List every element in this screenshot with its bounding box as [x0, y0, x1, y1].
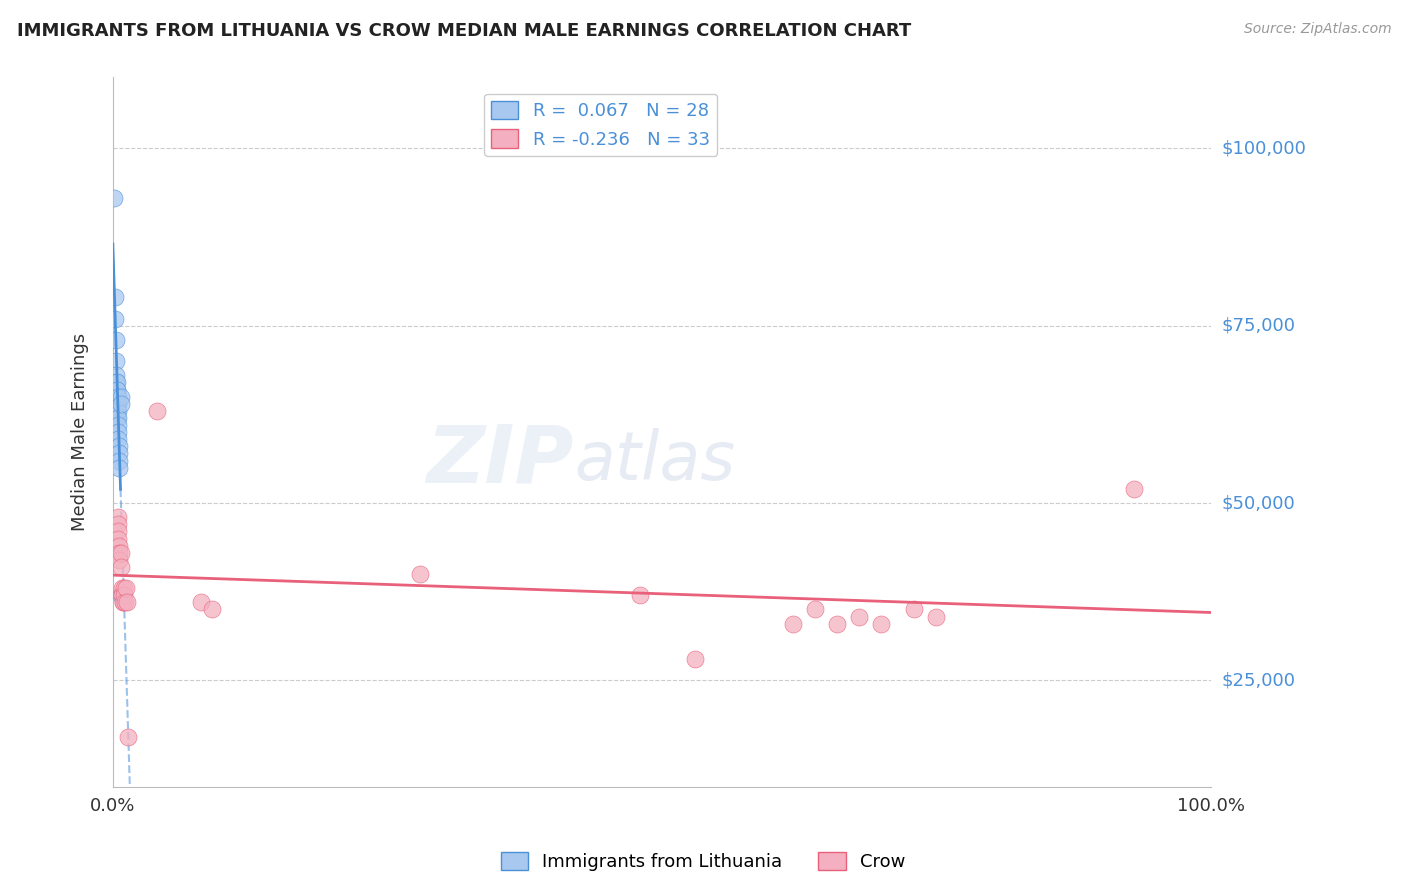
Point [110, 546, 132, 560]
Point [108, 446, 131, 460]
Point [903, 602, 925, 616]
Point [107, 524, 129, 539]
Point [804, 602, 827, 616]
Y-axis label: Median Male Earnings: Median Male Earnings [72, 333, 89, 532]
Text: $50,000: $50,000 [1222, 494, 1295, 512]
Point [112, 588, 135, 602]
Point [110, 560, 132, 574]
Text: atlas: atlas [574, 427, 735, 493]
Text: ZIP: ZIP [426, 422, 574, 500]
Text: $100,000: $100,000 [1222, 139, 1306, 157]
Point [103, 191, 125, 205]
Point [201, 602, 224, 616]
Point [105, 383, 128, 397]
Point [105, 383, 128, 397]
Point [848, 609, 870, 624]
Point [105, 376, 128, 390]
Point [107, 432, 129, 446]
Point [145, 404, 167, 418]
Point [112, 581, 135, 595]
Point [107, 418, 129, 433]
Point [104, 290, 127, 304]
Point [628, 588, 651, 602]
Text: $25,000: $25,000 [1222, 672, 1296, 690]
Point [108, 439, 131, 453]
Point [683, 652, 706, 666]
Point [105, 368, 128, 383]
Text: IMMIGRANTS FROM LITHUANIA VS CROW MEDIAN MALE EARNINGS CORRELATION CHART: IMMIGRANTS FROM LITHUANIA VS CROW MEDIAN… [17, 22, 911, 40]
Point [104, 311, 127, 326]
Point [108, 460, 131, 475]
Point [107, 411, 129, 425]
Point [111, 581, 134, 595]
Point [107, 425, 129, 439]
Point [105, 354, 128, 368]
Point [107, 404, 129, 418]
Point [111, 595, 134, 609]
Point [105, 376, 128, 390]
Point [107, 390, 129, 404]
Text: Source: ZipAtlas.com: Source: ZipAtlas.com [1244, 22, 1392, 37]
Legend: Immigrants from Lithuania, Crow: Immigrants from Lithuania, Crow [494, 845, 912, 879]
Legend: R =  0.067   N = 28, R = -0.236   N = 33: R = 0.067 N = 28, R = -0.236 N = 33 [484, 94, 717, 156]
Point [105, 390, 128, 404]
Point [108, 453, 131, 467]
Point [114, 595, 136, 609]
Point [111, 588, 134, 602]
Point [107, 532, 129, 546]
Point [827, 616, 849, 631]
Point [115, 595, 138, 609]
Point [105, 411, 128, 425]
Point [117, 730, 139, 744]
Point [1122, 482, 1144, 496]
Point [110, 390, 132, 404]
Point [107, 517, 129, 532]
Point [107, 510, 129, 524]
Point [105, 404, 128, 418]
Point [107, 397, 129, 411]
Point [409, 567, 432, 582]
Point [105, 333, 128, 347]
Point [108, 546, 131, 560]
Point [782, 616, 804, 631]
Point [190, 595, 212, 609]
Point [925, 609, 948, 624]
Point [111, 595, 134, 609]
Text: $75,000: $75,000 [1222, 317, 1296, 334]
Point [108, 553, 131, 567]
Point [110, 397, 132, 411]
Point [108, 539, 131, 553]
Point [870, 616, 893, 631]
Point [110, 588, 132, 602]
Point [115, 581, 138, 595]
Point [105, 397, 128, 411]
